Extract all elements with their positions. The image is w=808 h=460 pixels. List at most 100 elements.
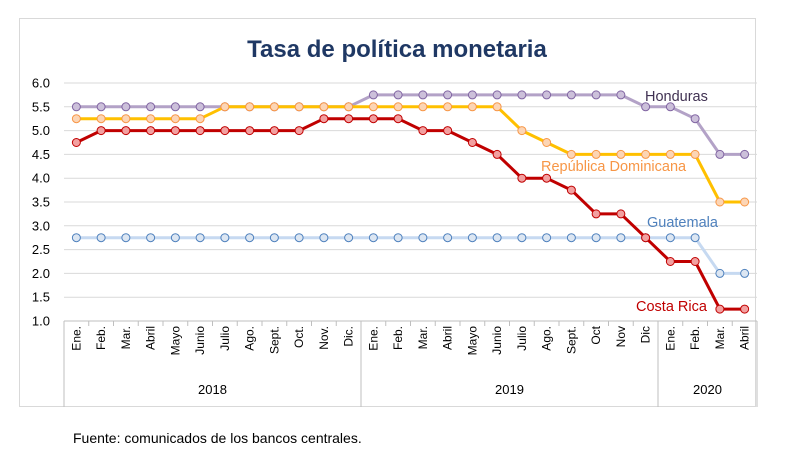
data-point <box>467 233 477 243</box>
chart-frame <box>19 18 756 407</box>
data-point <box>443 102 453 112</box>
x-tick-label: Nov <box>614 326 628 347</box>
data-point <box>121 114 131 124</box>
data-point <box>393 102 403 112</box>
data-point <box>690 149 700 159</box>
y-tick-label: 1.5 <box>32 290 50 305</box>
x-tick-label: Ene. <box>663 326 677 351</box>
data-point <box>368 233 378 243</box>
data-point <box>665 233 675 243</box>
data-point <box>344 102 354 112</box>
data-point <box>220 233 230 243</box>
y-tick-label: 5.0 <box>32 123 50 138</box>
data-point <box>566 90 576 100</box>
data-point <box>665 257 675 266</box>
data-point <box>418 90 428 100</box>
data-point <box>616 209 626 219</box>
data-point <box>740 268 750 278</box>
data-point <box>245 126 255 136</box>
data-point <box>542 138 552 147</box>
data-point <box>641 149 651 159</box>
data-point <box>220 126 230 136</box>
data-point <box>146 126 156 136</box>
data-point <box>146 114 156 124</box>
data-point <box>195 114 205 124</box>
x-tick-label: Abril <box>738 326 752 350</box>
data-point <box>269 126 279 136</box>
data-point <box>740 197 750 207</box>
y-tick-label: 4.0 <box>32 171 50 186</box>
data-point <box>542 173 552 183</box>
data-point <box>319 102 329 112</box>
data-point <box>665 149 675 159</box>
x-tick-label: Mayo <box>168 326 182 356</box>
x-tick-label: Nov. <box>317 326 331 350</box>
data-point <box>467 102 477 112</box>
data-point <box>294 126 304 136</box>
data-point <box>443 126 453 136</box>
data-point <box>195 233 205 243</box>
series-label: Honduras <box>645 89 708 105</box>
series-line <box>75 117 745 311</box>
y-tick-label: 6.0 <box>32 76 50 91</box>
data-point <box>467 90 477 100</box>
x-tick-label: Ene. <box>366 326 380 351</box>
data-point <box>715 304 725 314</box>
x-tick-label: Mayo <box>465 326 479 356</box>
data-point <box>146 102 156 112</box>
y-tick-label: 3.5 <box>32 195 50 210</box>
data-point <box>121 126 131 136</box>
data-point <box>269 102 279 112</box>
data-point <box>517 126 527 136</box>
data-point <box>492 149 502 159</box>
data-point <box>566 185 576 195</box>
data-point <box>665 102 675 112</box>
data-point <box>170 114 180 124</box>
series-label: Guatemala <box>647 215 719 231</box>
year-label: 2018 <box>198 382 227 397</box>
x-tick-label: Feb. <box>94 326 108 350</box>
y-tick-label: 2.5 <box>32 242 50 257</box>
data-point <box>418 233 428 243</box>
data-point <box>294 102 304 112</box>
data-point <box>96 114 106 124</box>
source-note: Fuente: comunicados de los bancos centra… <box>73 430 362 446</box>
data-point <box>542 90 552 100</box>
data-point <box>641 102 651 112</box>
data-point <box>591 149 601 159</box>
series-label: Costa Rica <box>636 299 708 315</box>
x-tick-label: Ene. <box>69 326 83 351</box>
data-point <box>71 233 81 243</box>
data-point <box>393 90 403 100</box>
data-point <box>71 114 81 124</box>
data-point <box>418 126 428 136</box>
x-tick-label: Julio <box>218 326 232 351</box>
data-point <box>71 138 81 147</box>
data-point <box>443 233 453 243</box>
data-point <box>517 233 527 243</box>
data-point <box>294 233 304 243</box>
x-tick-label: Feb. <box>391 326 405 350</box>
data-point <box>245 102 255 112</box>
data-point <box>319 114 329 124</box>
year-label: 2020 <box>693 382 722 397</box>
series-line <box>76 105 745 204</box>
x-tick-label: Abril <box>441 326 455 350</box>
data-point <box>492 102 502 112</box>
data-point <box>740 149 750 159</box>
data-point <box>71 102 81 112</box>
data-point <box>591 209 601 219</box>
data-point <box>96 233 106 243</box>
x-tick-label: Ago. <box>540 326 554 351</box>
series-line <box>76 236 745 275</box>
data-point <box>245 233 255 243</box>
data-point <box>715 197 725 207</box>
x-tick-label: Sept. <box>564 326 578 354</box>
y-tick-label: 3.0 <box>32 218 50 233</box>
data-point <box>368 114 378 124</box>
x-tick-label: Junio <box>193 326 207 355</box>
x-tick-label: Abril <box>144 326 158 350</box>
x-tick-label: Mar. <box>119 326 133 349</box>
data-point <box>591 90 601 100</box>
